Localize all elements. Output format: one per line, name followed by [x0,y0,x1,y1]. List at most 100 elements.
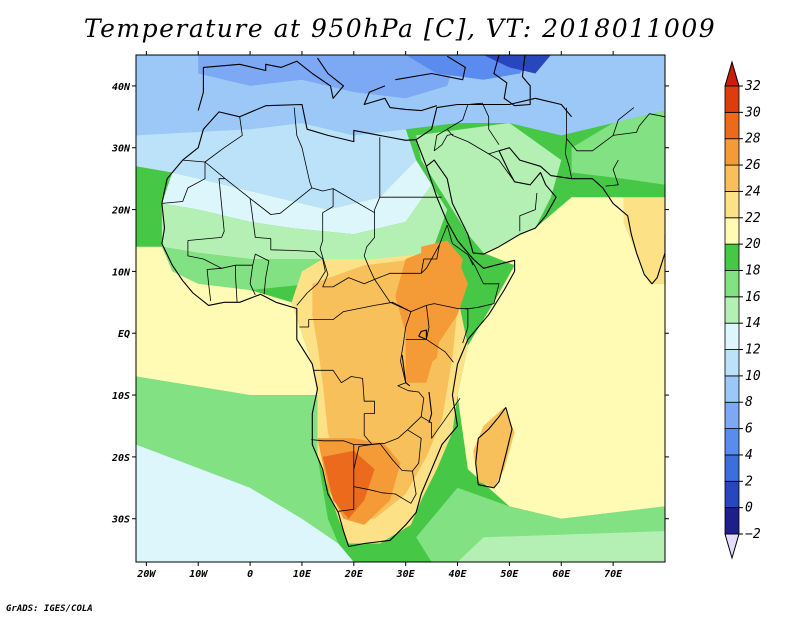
colorbar-band [724,349,740,377]
colorbar-label: 16 [745,290,761,305]
lon-tick-label: 30E [396,569,416,580]
lon-tick-label: 50E [500,569,519,580]
colorbar-band [724,507,740,535]
colorbar-band [724,322,740,350]
lat-tick-label: 10N [112,267,131,278]
country-border [519,192,538,232]
coastline-segment [418,329,427,340]
lat-tick-label: EQ [118,329,130,340]
country-border [446,128,500,155]
lon-tick-label: 40E [449,569,468,580]
colorbar-band [724,296,740,324]
lon-tick-label: 20W [136,569,156,580]
coastline-segment [428,391,433,424]
coastlines [161,55,665,548]
colorbar-band [724,454,740,482]
region-namibia-hot [322,450,375,519]
country-border [249,198,326,306]
region-caspian-coldest [483,55,551,74]
country-border [565,138,572,179]
grads-credit: GrADS: IGES/COLA [6,604,93,614]
country-border [187,178,226,241]
colorbar-band [724,270,740,298]
colorbar-band [724,191,740,219]
country-border [374,279,469,344]
country-border [605,159,619,187]
temperature-field [136,55,665,562]
lat-tick-label: 30N [111,144,131,155]
lon-tick-label: 10W [189,569,208,580]
region-atlantic-trop [136,246,318,396]
country-border [465,254,500,310]
country-border [406,429,422,472]
region-india-south [571,110,665,185]
region-arabia-green [416,123,562,253]
colorbar-label: 20 [745,237,761,252]
lat-tick-label: 20S [111,453,130,464]
lon-tick-label: 70E [604,569,623,580]
colorbar-label: 4 [745,448,753,463]
region-kenya-red [405,314,442,371]
map-title: Temperature at 950hPa [C], VT: 201801100… [83,14,717,43]
colorbar-band [724,243,740,271]
coastline-segment [475,407,513,489]
region-madagascar [473,407,515,488]
country-border [353,442,417,504]
country-border [433,133,454,152]
country-border [482,103,500,145]
longitude-axis: 20W 10W 0 10E 20E 30E 40E 50E 60E 70E [136,51,623,580]
colorbar-band [724,111,740,140]
coastline-segment [493,55,531,107]
region-atlantic-south-green [136,376,339,544]
coastline-segment [197,57,345,111]
lat-tick-label: 30S [111,515,130,526]
colorbar-label: 26 [745,158,761,173]
colorbar-label: 24 [745,184,761,199]
country-border [426,305,430,340]
country-border [204,107,313,215]
country-border [405,338,454,363]
country-border [311,301,425,445]
coastline-segment [395,55,466,81]
region-indian-ocean-south-light [457,531,665,562]
colorbar-label: 30 [744,105,761,120]
region-sahel-green [161,184,448,259]
region-atlantic-south-light [136,444,354,562]
colorbar-band [724,85,740,113]
colorbar-label: 2 [745,474,753,489]
lon-tick-label: 0 [247,569,253,580]
plot-frame [135,54,666,563]
colorbar-label: 14 [745,316,761,331]
region-sahara-pale [136,123,417,210]
region-sahara-light [161,160,432,235]
country-border [420,397,461,439]
country-border [488,153,515,183]
lat-tick-label: 10S [112,391,130,402]
colorbar-band [724,217,740,245]
lon-tick-label: 10E [293,569,312,580]
colorbar-min-triangle [724,533,740,560]
country-border [433,102,483,151]
country-border [446,224,474,266]
region-ethiopia-red [421,240,463,309]
country-border [311,137,381,214]
colorbar-label: 6 [745,422,753,437]
country-border [206,267,222,302]
colorbar-band [724,164,740,192]
country-border [299,319,323,328]
colorbar-band [724,138,740,166]
latitude-axis: 40N 30N 20N 10N EQ 10S 20S 30S [111,82,669,526]
colorbar-max-triangle [724,60,740,87]
coastline-segment [161,103,516,548]
colorbar-label: 10 [745,369,761,384]
colorbar-band [724,428,740,456]
colorbar-band [724,401,740,429]
country-border [204,116,243,163]
coastline-segment [426,147,665,285]
lat-tick-label: 40N [112,82,131,93]
country-border [363,212,448,280]
colorbar-band [724,375,740,403]
colorbar-label: 8 [745,395,753,410]
